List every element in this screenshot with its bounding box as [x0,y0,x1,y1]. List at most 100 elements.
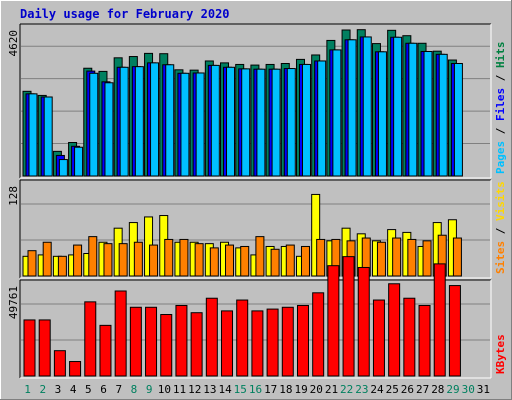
x-tick-label-day-10: 10 [158,383,171,396]
x-tick-label-day-7: 7 [115,383,122,396]
bar-hits-pages-day-10 [165,64,175,177]
x-tick-label-day-8: 8 [131,383,138,396]
x-tick-label-day-30: 30 [462,383,475,396]
panel-kbytes-legend-item-0: KBytes [494,334,507,374]
x-tick-label-day-16: 16 [249,383,262,396]
bar-hits-pages-day-27 [423,50,433,177]
panel-visits-ymax-label: 128 [7,186,20,206]
bar-kbytes-kbytes-day-6 [99,324,112,377]
bar-kbytes-kbytes-day-27 [418,304,431,377]
bar-kbytes-kbytes-day-29 [448,285,461,377]
bar-visits-sites-day-10 [164,238,174,277]
x-tick-label-day-11: 11 [173,383,186,396]
panel-hits-ymax-label: 4620 [7,30,20,57]
bar-kbytes-kbytes-day-15 [236,299,249,377]
bar-kbytes-kbytes-day-17 [266,308,279,377]
x-tick-label-day-1: 1 [24,383,31,396]
bar-kbytes-kbytes-day-13 [205,297,218,377]
bar-hits-pages-day-28 [438,53,448,177]
bar-visits-sites-day-12 [194,243,204,277]
bar-kbytes-kbytes-day-11 [175,304,188,377]
bar-visits-sites-day-18 [285,244,295,277]
bar-visits-sites-day-5 [88,236,98,277]
bar-kbytes-kbytes-day-5 [84,301,97,377]
bar-hits-pages-day-23 [362,36,372,177]
chart-title: Daily usage for February 2020 [20,7,230,21]
bar-visits-sites-day-3 [57,255,67,277]
bar-visits-sites-day-4 [73,244,83,277]
bar-visits-sites-day-11 [179,238,189,277]
bar-visits-sites-day-29 [452,237,462,277]
bar-hits-pages-day-11 [180,72,190,177]
bar-hits-pages-day-16 [256,68,266,177]
x-tick-label-day-15: 15 [234,383,247,396]
bar-kbytes-kbytes-day-14 [221,310,234,377]
bar-hits-pages-day-6 [104,82,114,177]
bar-visits-sites-day-27 [422,240,432,277]
bar-visits-sites-day-7 [118,243,128,277]
bar-kbytes-kbytes-day-23 [357,266,370,377]
bar-hits-pages-day-19 [301,63,311,177]
bar-hits-pages-day-26 [408,42,418,177]
x-tick-label-day-12: 12 [188,383,201,396]
x-tick-label-day-25: 25 [386,383,399,396]
bar-kbytes-kbytes-day-16 [251,310,264,377]
bar-hits-pages-day-15 [241,68,251,177]
panel-hits-legend-item-3: / [494,68,507,88]
bar-hits-pages-day-29 [453,62,463,177]
x-tick-label-day-6: 6 [100,383,107,396]
panel-hits-legend-item-2: Files [494,88,507,121]
x-tick-label-day-14: 14 [218,383,232,396]
bar-hits-pages-day-7 [119,66,129,177]
bar-kbytes-kbytes-day-20 [312,292,325,377]
bar-kbytes-kbytes-day-25 [388,283,401,377]
x-tick-label-day-27: 27 [416,383,429,396]
x-tick-label-day-4: 4 [70,383,77,396]
bar-hits-pages-day-20 [317,60,327,177]
bar-kbytes-kbytes-day-1 [23,319,36,377]
bar-visits-sites-day-20 [316,238,326,277]
bar-kbytes-kbytes-day-21 [327,265,340,377]
x-tick-label-day-28: 28 [431,383,444,396]
bar-kbytes-kbytes-day-19 [296,304,309,377]
bar-visits-sites-day-14 [225,244,235,277]
x-tick-label-day-26: 26 [401,383,414,396]
panel-visits-legend: Sites / Visits [494,181,507,274]
bar-kbytes-kbytes-day-8 [129,306,142,377]
bar-hits-pages-day-2 [43,96,53,177]
bar-kbytes-kbytes-day-24 [372,299,385,377]
panel-visits-legend-item-0: Sites [494,241,507,274]
panel-visits-legend-item-1: / [494,221,507,241]
x-tick-label-day-3: 3 [55,383,62,396]
bar-visits-visits-day-20 [311,193,321,277]
bar-hits-pages-day-3 [58,159,68,177]
bar-hits-pages-day-9 [150,62,160,177]
bar-hits-pages-day-24 [377,51,387,177]
bar-hits-pages-day-8 [134,66,144,177]
bar-visits-sites-day-15 [240,245,250,277]
x-tick-label-day-18: 18 [279,383,292,396]
bar-kbytes-kbytes-day-7 [114,290,127,377]
bar-kbytes-kbytes-day-28 [433,263,446,377]
x-tick-label-day-2: 2 [39,383,46,396]
bar-hits-pages-day-17 [271,68,281,177]
bar-hits-pages-day-14 [226,66,236,177]
bar-kbytes-kbytes-day-12 [190,312,203,377]
x-tick-label-day-13: 13 [203,383,216,396]
bar-hits-pages-day-21 [332,49,342,177]
x-tick-label-day-23: 23 [355,383,368,396]
panel-hits-legend-item-4: Hits [494,42,507,69]
x-tick-label-day-9: 9 [146,383,153,396]
panel-visits-legend-item-2: Visits [494,181,507,221]
bar-hits-pages-day-1 [28,93,38,177]
panel-hits-legend: Pages / Files / Hits [494,42,507,175]
bar-visits-sites-day-16 [255,236,265,277]
bar-kbytes-kbytes-day-18 [281,306,294,377]
bar-kbytes-kbytes-day-22 [342,256,355,377]
bar-visits-sites-day-25 [392,237,402,277]
x-tick-label-day-24: 24 [370,383,384,396]
x-tick-label-day-5: 5 [85,383,92,396]
x-tick-label-day-20: 20 [310,383,323,396]
x-tick-label-day-21: 21 [325,383,338,396]
bar-hits-pages-day-4 [74,146,84,177]
